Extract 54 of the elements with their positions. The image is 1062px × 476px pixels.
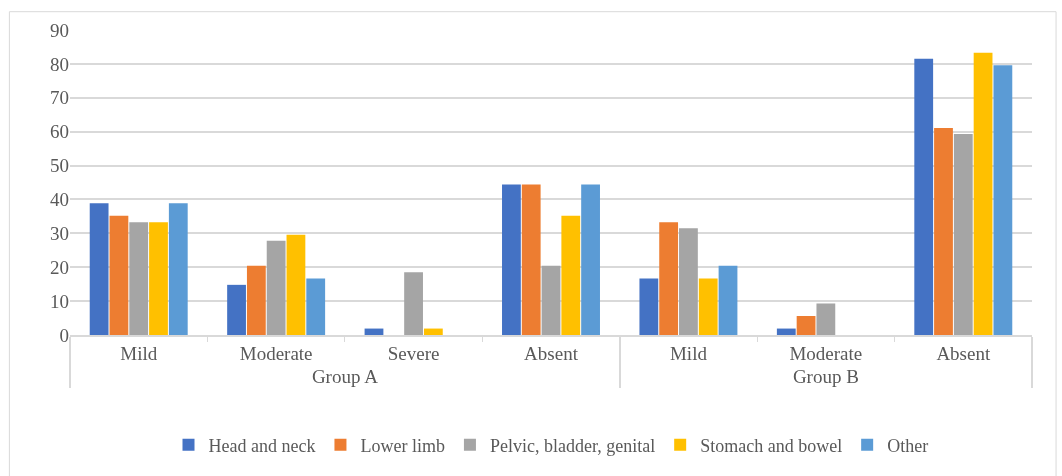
legend-label: Lower limb: [360, 435, 445, 456]
bar: [502, 184, 521, 335]
x-tick-label: Severe: [387, 342, 440, 364]
y-tick-label: 0: [59, 324, 69, 346]
bar: [227, 284, 246, 335]
x-tick-label: Mild: [669, 342, 708, 364]
bar: [404, 272, 423, 335]
bar: [109, 215, 129, 335]
bar: [89, 203, 109, 335]
bar: [679, 228, 698, 335]
bar: [246, 265, 266, 335]
y-tick-label: 60: [50, 121, 69, 143]
bar: [698, 278, 718, 335]
y-tick-label: 80: [50, 53, 69, 75]
text: Group A: [311, 365, 379, 387]
bar: [659, 222, 679, 335]
bar: [541, 265, 561, 335]
y-tick-label: 30: [50, 222, 69, 244]
bar: [581, 184, 600, 335]
bar: [816, 303, 836, 335]
legend-label: Stomach and bowel: [700, 435, 843, 456]
bar: [129, 222, 149, 335]
text: Group B: [792, 365, 859, 387]
bar: [796, 316, 816, 335]
bar: [561, 215, 581, 335]
bar: [149, 222, 168, 335]
bar: [993, 65, 1013, 335]
bar: [521, 184, 541, 335]
bar: [953, 134, 973, 335]
bar: [306, 278, 326, 335]
y-tick-label: 70: [50, 87, 69, 109]
legend-label: Pelvic, bladder, genital: [489, 435, 656, 456]
bar: [266, 240, 286, 335]
y-tick-label: 90: [50, 19, 69, 41]
bar: [168, 203, 188, 335]
y-tick-label: 40: [50, 189, 69, 211]
legend-label: Head and neck: [208, 435, 316, 456]
x-tick-label: Moderate: [789, 342, 863, 364]
bar: [423, 328, 443, 335]
x-tick-label: Absent: [524, 342, 579, 364]
legend-label: Other: [887, 435, 929, 456]
bar: [286, 234, 306, 335]
y-tick-label: 20: [50, 256, 69, 278]
x-tick-label: Moderate: [239, 342, 313, 364]
bar: [639, 278, 659, 335]
bar: [718, 265, 738, 335]
y-tick-label: 10: [50, 290, 69, 312]
bar: [934, 127, 953, 335]
x-tick-label: Mild: [120, 342, 158, 364]
bar: [776, 328, 796, 335]
bar: [973, 52, 993, 335]
y-tick-label: 50: [50, 155, 69, 177]
x-tick-label: Absent: [936, 342, 991, 364]
bar: [914, 58, 934, 335]
